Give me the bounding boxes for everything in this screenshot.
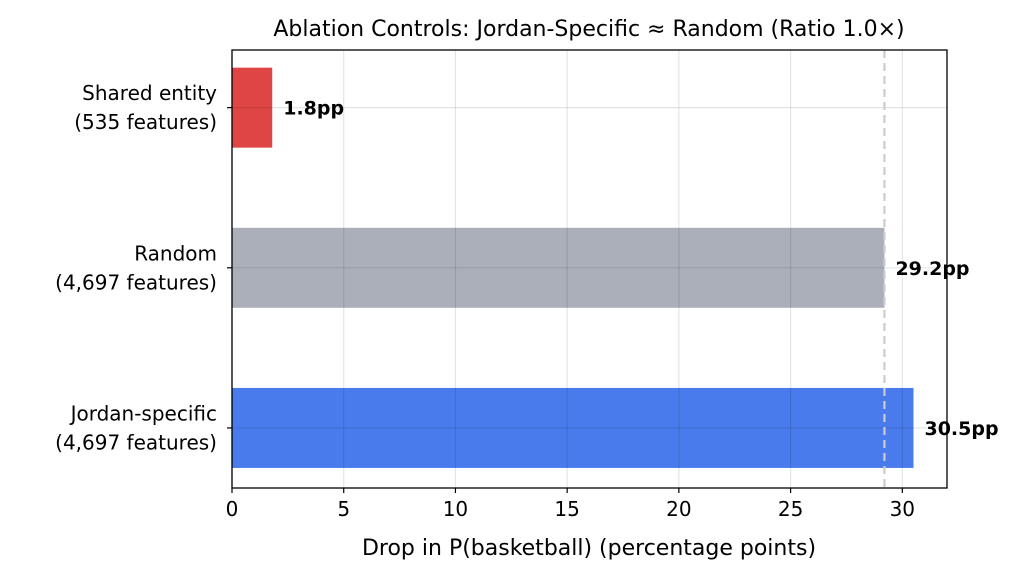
plot-frame xyxy=(231,49,948,489)
data-label: 29.2pp xyxy=(895,258,969,280)
x-tick-label: 30 xyxy=(890,497,915,521)
x-tick-label: 0 xyxy=(226,497,239,521)
y-tick-label: (4,697 features) xyxy=(55,270,217,294)
x-tick-label: 20 xyxy=(666,497,691,521)
data-label: 1.8pp xyxy=(283,98,344,120)
x-ticks: 0 5 10 15 20 25 30 xyxy=(226,488,915,521)
chart-title: Ablation Controls: Jordan-Specific ≈ Ran… xyxy=(273,17,904,42)
bars xyxy=(232,67,914,468)
y-ticks: Jordan-specific (4,697 features) Random (4,… xyxy=(55,81,232,454)
x-axis-label: Drop in P(basketball) (percentage points… xyxy=(362,536,816,561)
y-tick-label: (535 features) xyxy=(74,110,217,134)
y-tick-label: Jordan-specific xyxy=(69,401,217,425)
data-label: 30.5pp xyxy=(924,418,998,440)
bar xyxy=(232,67,273,148)
x-tick-label: 10 xyxy=(443,497,468,521)
x-tick-label: 5 xyxy=(337,497,350,521)
x-tick-label: 25 xyxy=(778,497,803,521)
data-labels: 30.5pp 29.2pp 1.8pp xyxy=(283,98,998,440)
bar xyxy=(232,387,914,468)
y-tick-label: Random xyxy=(134,241,217,265)
x-tick-label: 15 xyxy=(554,497,579,521)
y-tick-label: (4,697 features) xyxy=(55,430,217,454)
bar xyxy=(232,227,885,308)
y-tick-label: Shared entity xyxy=(82,81,217,105)
